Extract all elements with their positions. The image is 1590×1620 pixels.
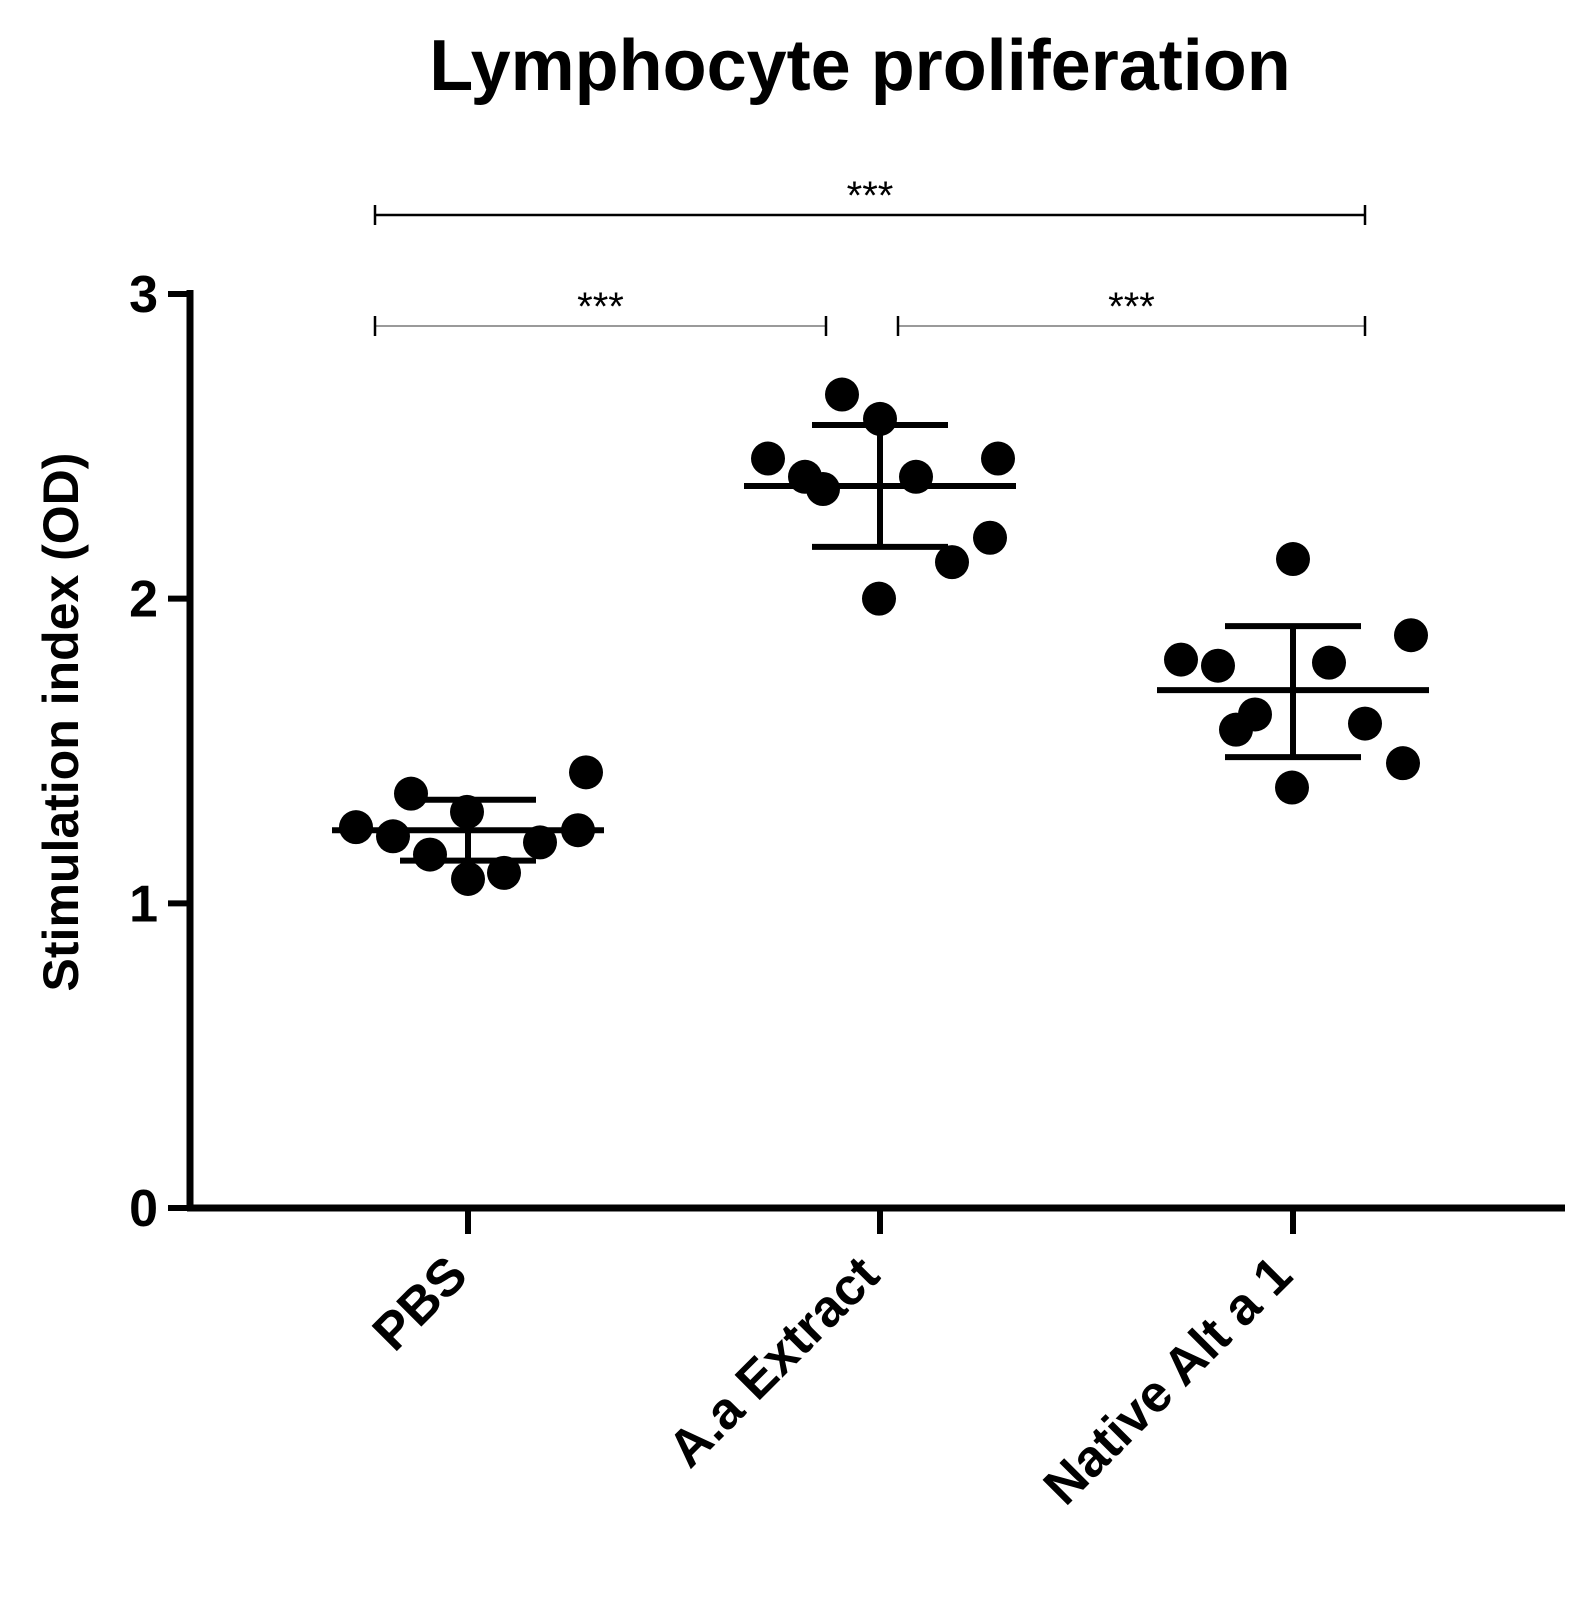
- significance-label: ***: [847, 174, 894, 218]
- x-tick-label: A.a Extract: [657, 1245, 890, 1478]
- data-point: [1312, 645, 1346, 680]
- data-point: [339, 810, 373, 845]
- data-point: [806, 471, 840, 506]
- y-tick-label: 1: [129, 875, 158, 933]
- y-tick-label: 3: [129, 266, 158, 324]
- data-point: [1386, 746, 1420, 781]
- significance-label: ***: [577, 285, 624, 329]
- data-point: [394, 776, 428, 811]
- data-point: [569, 755, 603, 790]
- data-point: [451, 861, 485, 896]
- data-point: [376, 819, 410, 854]
- plot-area: 0 1 2 3 PBS A.a Extract Native Alt a 1 *** *** **…: [129, 174, 1565, 1516]
- data-point: [1164, 642, 1198, 677]
- y-axis-label: Stimulation index (OD): [33, 453, 89, 992]
- data-point: [1394, 618, 1428, 653]
- data-point: [523, 825, 557, 860]
- data-point: [973, 520, 1007, 555]
- data-point: [825, 377, 859, 412]
- data-point: [1276, 542, 1310, 577]
- data-point: [862, 581, 896, 616]
- x-tick-label: PBS: [362, 1245, 479, 1362]
- data-point: [487, 855, 521, 890]
- data-point: [981, 441, 1015, 476]
- chart-title: Lymphocyte proliferation: [429, 26, 1290, 106]
- data-point: [1238, 697, 1272, 732]
- data-point: [413, 837, 447, 872]
- data-point: [1275, 770, 1309, 805]
- y-tick-label: 0: [129, 1180, 158, 1238]
- y-tick-label: 2: [129, 571, 158, 629]
- data-point: [751, 441, 785, 476]
- data-point: [935, 545, 969, 580]
- data-point: [1201, 648, 1235, 683]
- data-point: [1348, 706, 1382, 741]
- significance-label: ***: [1108, 285, 1155, 329]
- x-tick-label: Native Alt a 1: [1033, 1245, 1304, 1516]
